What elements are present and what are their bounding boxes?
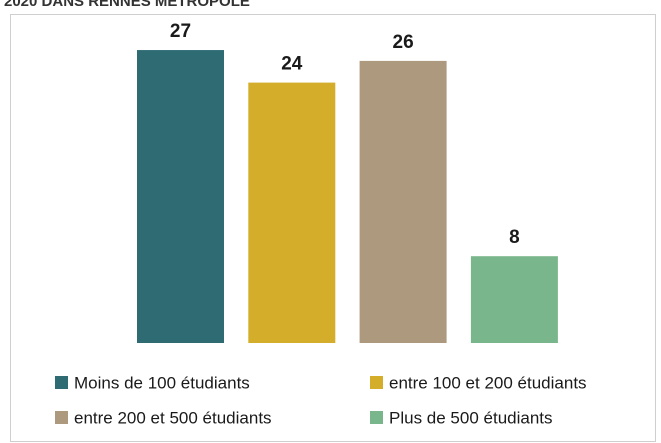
value-label: 26 (393, 32, 414, 53)
legend-swatch (55, 411, 68, 424)
legend-label: Moins de 100 étudiants (74, 373, 250, 392)
bar (137, 50, 224, 344)
value-label: 8 (509, 227, 520, 248)
legend-label: entre 200 et 500 étudiants (74, 408, 272, 427)
bar (470, 256, 558, 343)
legend-swatch (370, 411, 383, 424)
legend-label: Plus de 500 étudiants (389, 408, 553, 427)
chart-title: 2020 DANS RENNES MÉTROPOLE (4, 0, 250, 10)
legend-label: entre 100 et 200 étudiants (389, 373, 587, 392)
bar (359, 60, 447, 344)
bar (248, 82, 336, 343)
legend-swatch (55, 376, 68, 389)
legend-swatch (370, 376, 383, 389)
value-label: 24 (281, 54, 303, 75)
chart-frame (10, 14, 656, 442)
value-label: 27 (170, 21, 191, 42)
